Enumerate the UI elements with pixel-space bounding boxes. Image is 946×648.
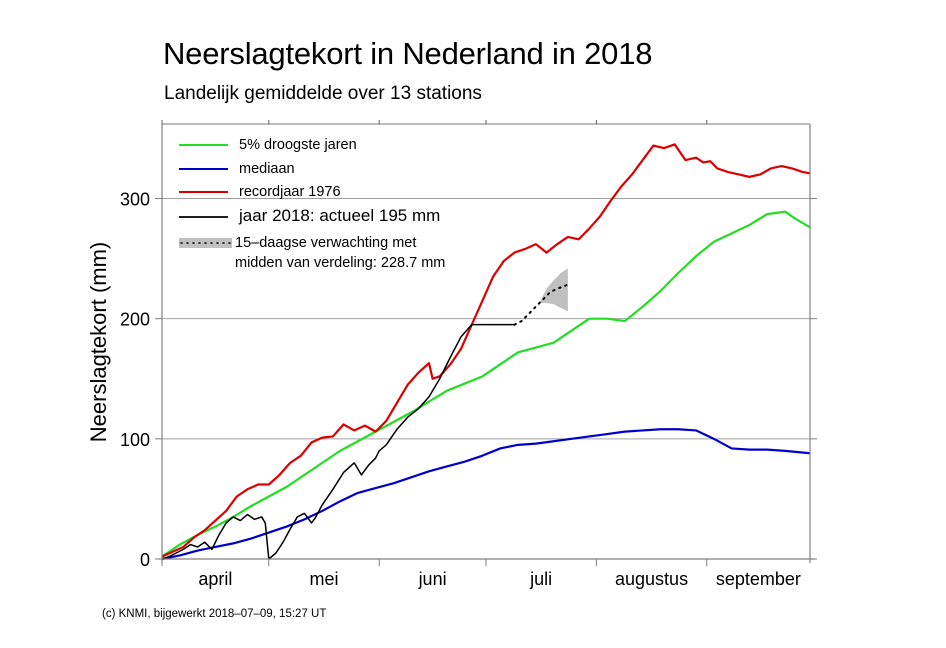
legend-label: 15–daagse verwachting met bbox=[235, 235, 416, 251]
x-tick-label-april: april bbox=[198, 569, 232, 589]
series-record-1976 bbox=[161, 143, 811, 558]
x-tick-label-augustus: augustus bbox=[615, 569, 688, 589]
axes: 0 100 200 300 april mei juni juli augustus septem… bbox=[120, 120, 817, 589]
grid-lines bbox=[162, 198, 810, 440]
x-tick-label-juli: juli bbox=[529, 569, 552, 589]
legend-label: 5% droogste jaren bbox=[239, 137, 357, 153]
y-tick-label: 200 bbox=[120, 310, 150, 330]
legend-label: recordjaar 1976 bbox=[239, 184, 341, 200]
chart-subtitle: Landelijk gemiddelde over 13 stations bbox=[164, 83, 482, 104]
y-tick-label: 100 bbox=[120, 430, 150, 450]
y-tick-label: 300 bbox=[120, 190, 150, 210]
series-median bbox=[161, 428, 811, 561]
forecast-layer bbox=[513, 268, 569, 326]
legend-label-line2: midden van verdeling: 228.7 mm bbox=[235, 255, 445, 271]
x-tick-label-juni: juni bbox=[418, 569, 447, 589]
series-2018-actual bbox=[161, 323, 515, 560]
x-tick-label-mei: mei bbox=[309, 569, 338, 589]
legend-label: jaar 2018: actueel 195 mm bbox=[238, 206, 440, 225]
series-layer bbox=[161, 143, 811, 561]
y-axis-label: Neerslagtekort (mm) bbox=[86, 242, 111, 442]
forecast-median-line bbox=[513, 283, 569, 326]
chart-title: Neerslagtekort in Nederland in 2018 bbox=[163, 36, 653, 71]
legend-label: mediaan bbox=[239, 161, 295, 177]
series-5pct-driest bbox=[161, 210, 811, 558]
footer-credit: (c) KNMI, bijgewerkt 2018–07–09, 15:27 U… bbox=[102, 608, 327, 620]
x-tick-label-september: september bbox=[716, 569, 801, 589]
y-tick-label: 0 bbox=[140, 550, 150, 570]
legend: 5% droogste jaren mediaan recordjaar 1976 j… bbox=[179, 137, 445, 271]
